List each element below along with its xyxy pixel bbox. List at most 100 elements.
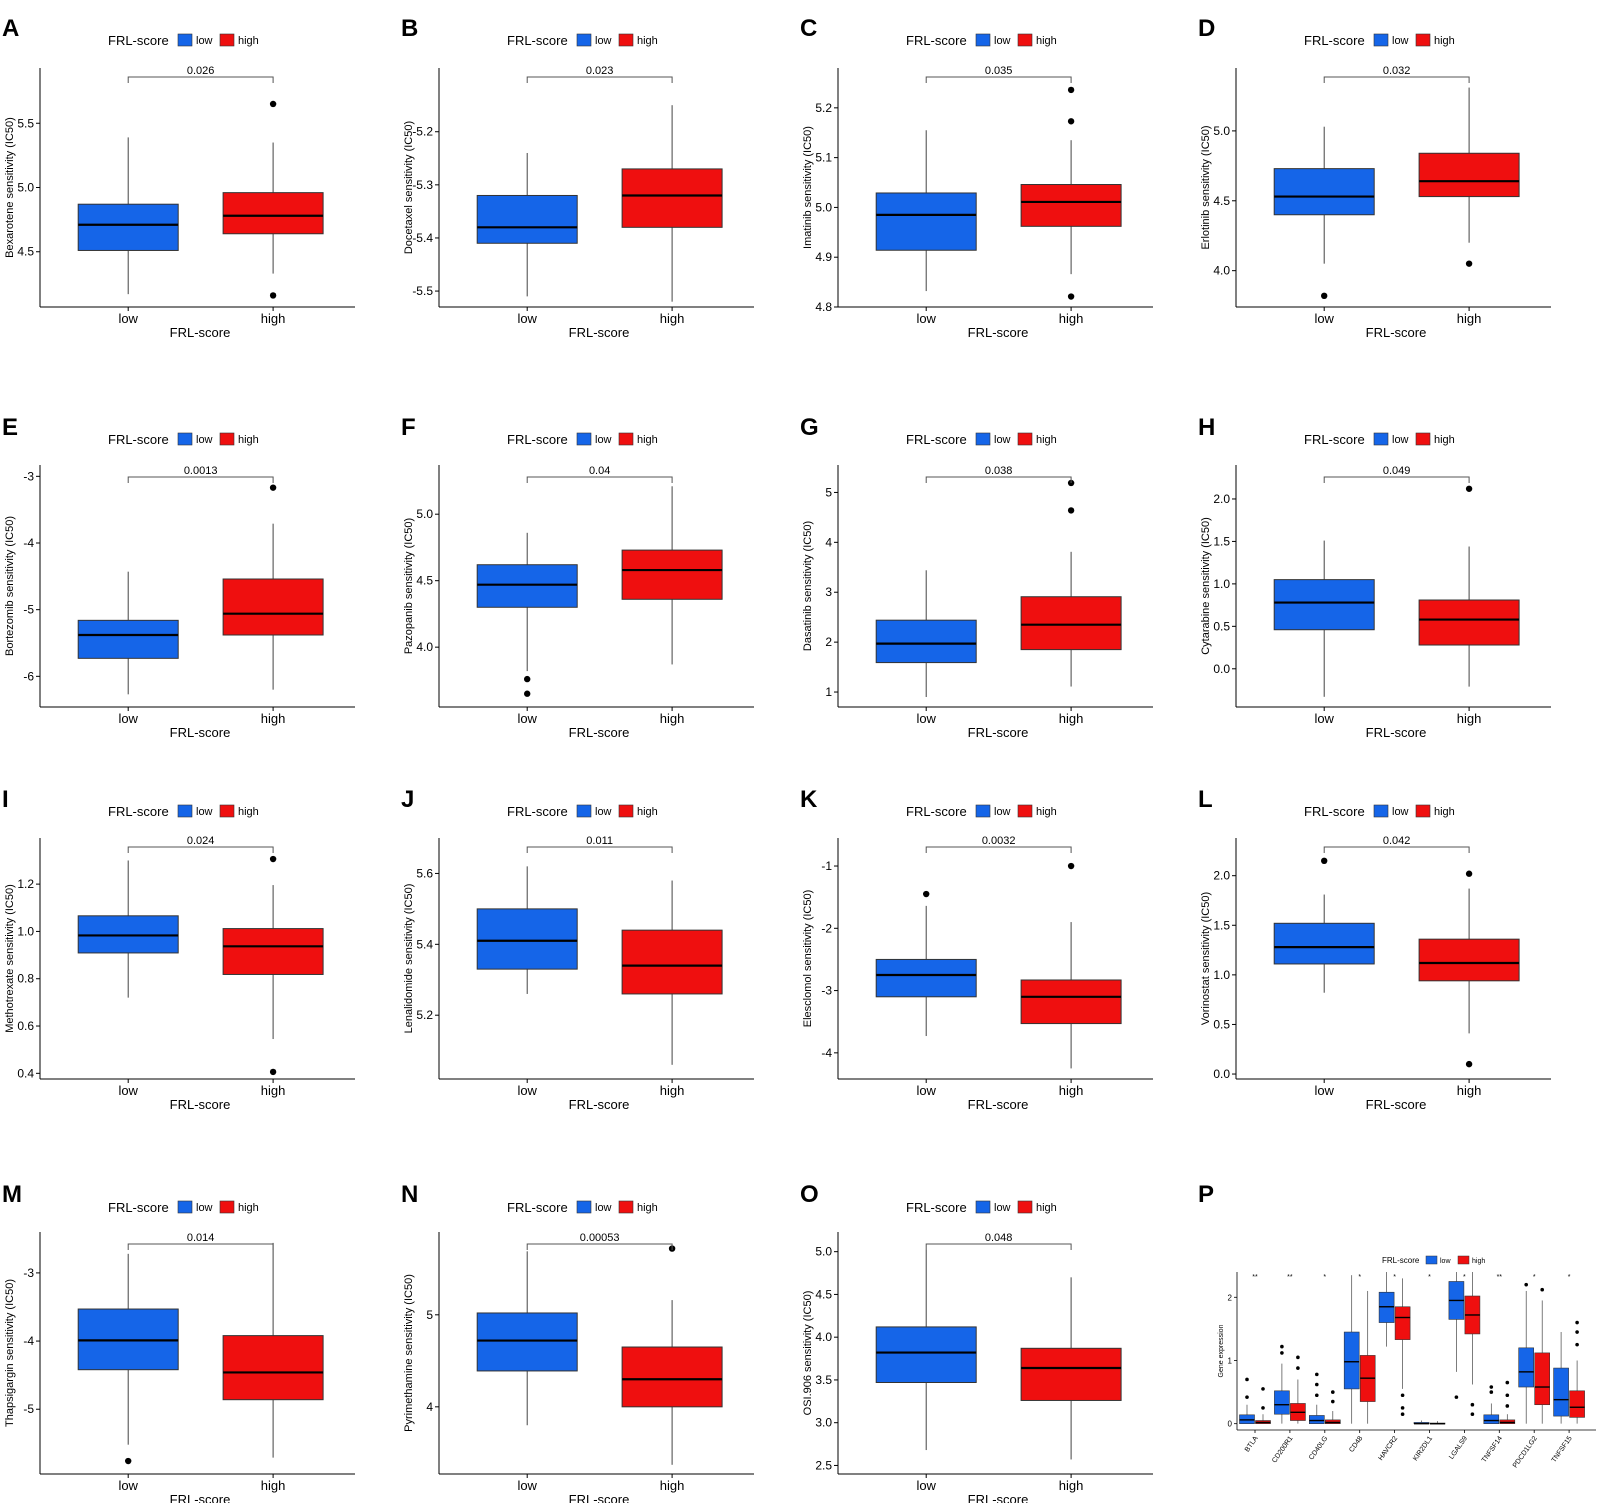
- x-axis-title: FRL-score: [968, 725, 1029, 740]
- box-low: [1553, 1367, 1569, 1417]
- gene-label: TNFSF15: [1551, 1435, 1574, 1464]
- box-low: [476, 194, 578, 244]
- x-tick-label: low: [118, 311, 138, 326]
- panel-k: K FRL-score low high -4 -3 -2 -1 Elesclomol sens…: [800, 786, 1153, 1112]
- legend-swatch-low: [177, 432, 193, 446]
- gene-label: LGALS9: [1448, 1435, 1469, 1461]
- y-tick-label: 1.5: [1213, 918, 1230, 932]
- y-tick-label: 5: [426, 1308, 433, 1322]
- legend-label-low: low: [196, 1202, 213, 1214]
- p-value-label: 0.00053: [580, 1232, 620, 1244]
- legend-swatch-low: [177, 804, 193, 818]
- legend-swatch-low: [576, 33, 592, 47]
- significance-stars: *: [1568, 1274, 1571, 1281]
- x-axis-title: FRL-score: [1366, 725, 1427, 740]
- legend-label-high: high: [1036, 1202, 1057, 1214]
- box-high: [1418, 599, 1520, 646]
- outlier-point: [1400, 1406, 1405, 1410]
- outlier-point: [1505, 1393, 1510, 1398]
- significance-stars: **: [1287, 1274, 1293, 1281]
- panel-label: I: [2, 786, 9, 813]
- significance-stars: *: [1533, 1274, 1536, 1281]
- outlier-point: [524, 690, 531, 697]
- y-tick-label: 4.0: [815, 1330, 832, 1344]
- legend-label-high: high: [1036, 434, 1057, 446]
- box-high: [1020, 184, 1122, 227]
- box-high: [621, 549, 723, 600]
- legend-label-low: low: [1392, 434, 1409, 446]
- outlier-point: [269, 1068, 277, 1076]
- legend-swatch-low: [975, 1200, 991, 1214]
- panel-label: F: [401, 414, 416, 441]
- y-tick-label: 4.9: [815, 250, 832, 264]
- x-tick-label: low: [517, 711, 537, 726]
- legend-swatch-high: [618, 33, 634, 47]
- x-tick-label: high: [1059, 1083, 1084, 1098]
- y-axis-title: Lenalidomide sensitivity (IC50): [403, 884, 415, 1034]
- y-tick-label: -3: [23, 469, 34, 483]
- outlier-point: [1524, 1282, 1528, 1287]
- legend-swatch-high: [618, 432, 634, 446]
- legend-label-high: high: [1434, 35, 1455, 47]
- gene-label: TNFSF14: [1481, 1435, 1504, 1464]
- x-axis-title: FRL-score: [569, 725, 630, 740]
- y-tick-label: -6: [23, 669, 34, 683]
- y-tick-label: 5.6: [416, 866, 433, 880]
- legend-label-low: low: [994, 434, 1011, 446]
- y-tick-label: 1.2: [17, 877, 34, 891]
- outlier-point: [1315, 1372, 1319, 1377]
- x-axis-title: FRL-score: [1366, 325, 1427, 340]
- significance-stars: *: [1428, 1274, 1431, 1281]
- legend-swatch-high: [1017, 33, 1033, 47]
- legend-swatch-low: [975, 33, 991, 47]
- legend-title: FRL-score: [507, 1200, 568, 1215]
- x-tick-label: low: [1314, 1083, 1334, 1098]
- outlier-point: [1400, 1393, 1405, 1398]
- legend-label-high: high: [1036, 806, 1057, 818]
- y-tick-label: 4: [426, 1400, 433, 1414]
- y-tick-label: 5.5: [17, 116, 34, 130]
- outlier-point: [1331, 1390, 1335, 1394]
- y-tick-label: 0.5: [1213, 619, 1230, 633]
- legend-label-high: high: [238, 1202, 259, 1214]
- outlier-point: [1465, 1060, 1473, 1068]
- significance-stars: *: [1463, 1274, 1466, 1281]
- x-tick-label: high: [1457, 311, 1482, 326]
- panel-h: H FRL-score low high 0.0 0.5 1.0 1.5 2.0Cytarabi…: [1198, 414, 1551, 740]
- legend-swatch-high: [1415, 432, 1431, 446]
- gene-label: HAVCR2: [1378, 1435, 1400, 1462]
- p-value-label: 0.032: [1383, 65, 1411, 77]
- x-tick-label: high: [1059, 311, 1084, 326]
- outlier-point: [1296, 1355, 1300, 1360]
- y-tick-label: 4.8: [815, 300, 832, 314]
- x-tick-label: low: [1314, 311, 1334, 326]
- panel-o: O FRL-score low high 2.5 3.0 3.5 4.0 4.5 5.0 OSI.9…: [800, 1181, 1153, 1503]
- x-tick-label: low: [517, 311, 537, 326]
- outlier-point: [524, 675, 531, 683]
- box-low: [1518, 1347, 1534, 1388]
- legend-label-low: low: [1440, 1258, 1451, 1265]
- x-axis-title: FRL-score: [170, 1492, 231, 1503]
- legend-swatch-high: [1017, 1200, 1033, 1214]
- significance-bracket: [127, 76, 274, 83]
- box-low: [875, 192, 977, 251]
- legend-swatch-high: [1017, 432, 1033, 446]
- outlier-point: [1296, 1366, 1300, 1370]
- panel-label: N: [401, 1181, 418, 1208]
- outlier-point: [1470, 1402, 1475, 1407]
- legend-title: FRL-score: [906, 432, 967, 447]
- y-tick-label: 2.0: [1213, 869, 1230, 883]
- panel-n: N FRL-score low high 4 5 Pyrimethamine sensiti…: [401, 1181, 754, 1503]
- p-value-label: 0.048: [985, 1232, 1013, 1244]
- outlier-point: [1245, 1395, 1249, 1399]
- outlier-point: [1067, 118, 1075, 125]
- legend-swatch-low: [177, 33, 193, 47]
- legend-label-low: low: [1392, 35, 1409, 47]
- y-axis-title: Pazopanib sensitivity (IC50): [403, 518, 415, 654]
- p-value-label: 0.035: [985, 65, 1013, 77]
- y-tick-label: 0.0: [1213, 1067, 1230, 1081]
- significance-bracket: [526, 846, 673, 853]
- significance-bracket: [1323, 476, 1470, 483]
- y-tick-label: 1.0: [17, 924, 34, 938]
